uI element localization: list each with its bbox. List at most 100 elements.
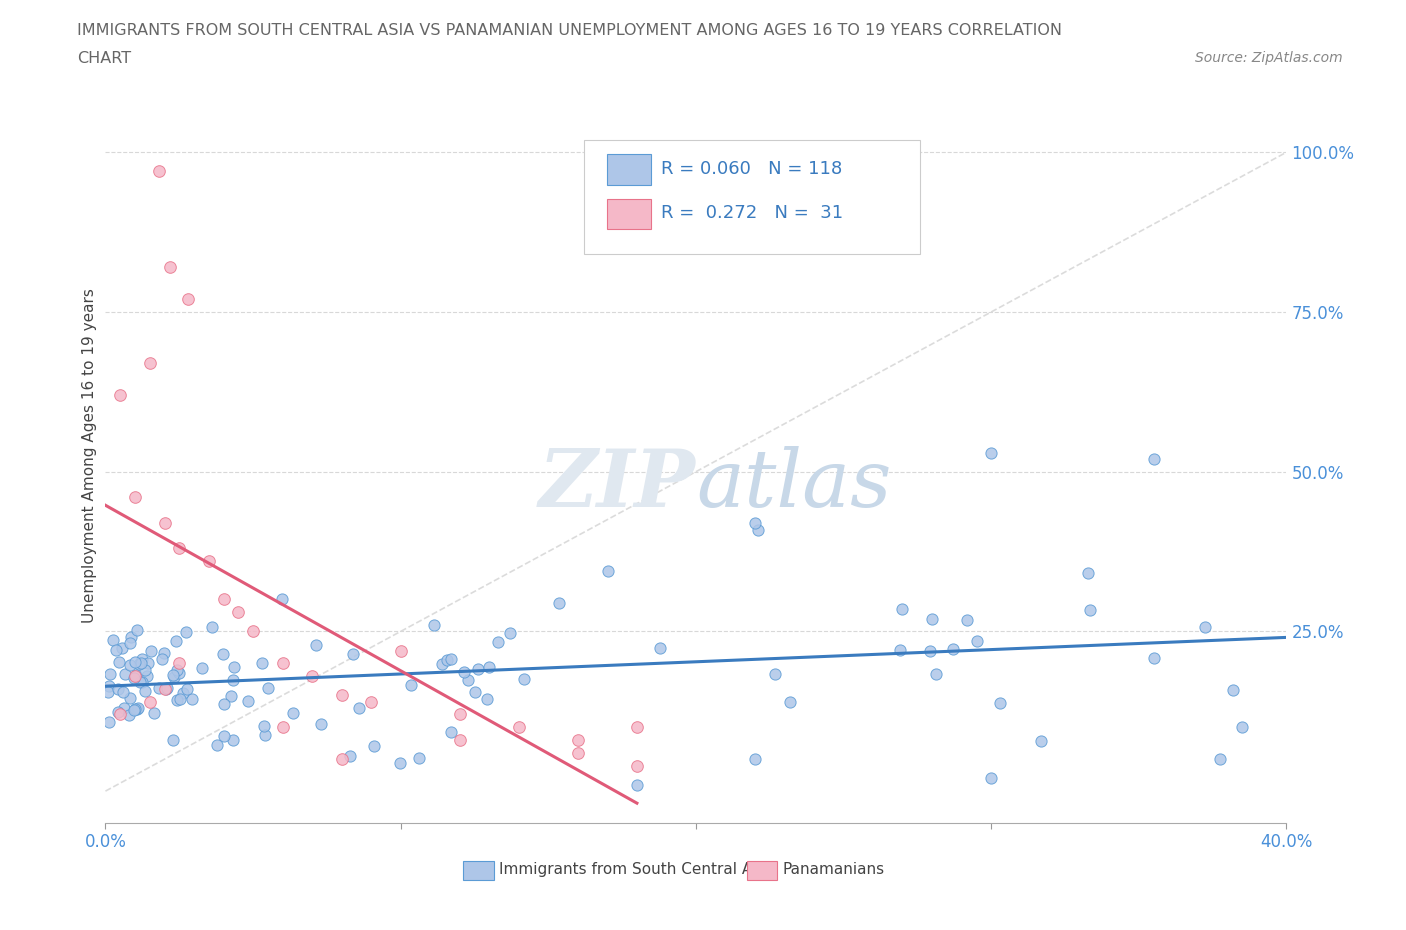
Point: [162, 733, 184, 748]
Point: [120, 635, 142, 650]
Point: [988, 696, 1011, 711]
Point: [124, 669, 146, 684]
Point: [626, 758, 648, 773]
Point: [214, 697, 236, 711]
Point: [153, 645, 176, 660]
Point: [921, 611, 943, 626]
Point: [779, 695, 801, 710]
Point: [1077, 565, 1099, 580]
Point: [191, 660, 214, 675]
Point: [166, 693, 188, 708]
Point: [271, 592, 294, 607]
Point: [889, 643, 911, 658]
Point: [98, 667, 121, 682]
Point: [120, 630, 142, 644]
Point: [118, 691, 141, 706]
Point: [212, 646, 235, 661]
Point: [253, 727, 276, 742]
Point: [363, 738, 385, 753]
Point: [107, 705, 129, 720]
Point: [305, 637, 328, 652]
Point: [1143, 651, 1166, 666]
Point: [449, 707, 471, 722]
Point: [1222, 683, 1244, 698]
Point: [107, 682, 129, 697]
Point: [167, 665, 190, 680]
Point: [242, 624, 264, 639]
Point: [1209, 751, 1232, 766]
Point: [212, 728, 235, 743]
Point: [114, 667, 136, 682]
Point: [110, 707, 132, 722]
Point: [744, 515, 766, 530]
Point: [626, 777, 648, 792]
Point: [98, 678, 121, 693]
Point: [148, 164, 170, 179]
Point: [596, 564, 619, 578]
Point: [342, 647, 364, 662]
Point: [1232, 720, 1254, 735]
Point: [159, 259, 181, 274]
FancyBboxPatch shape: [607, 154, 651, 185]
Point: [747, 523, 769, 538]
Point: [166, 662, 188, 677]
Point: [440, 652, 463, 667]
Point: [349, 700, 371, 715]
Text: atlas: atlas: [696, 446, 891, 524]
FancyBboxPatch shape: [747, 860, 778, 880]
Point: [467, 662, 489, 677]
Point: [136, 656, 159, 671]
Point: [253, 719, 276, 734]
Point: [181, 691, 204, 706]
Point: [430, 657, 453, 671]
Point: [98, 714, 121, 729]
Point: [165, 633, 187, 648]
Point: [389, 756, 412, 771]
Point: [108, 655, 131, 670]
Point: [360, 694, 382, 709]
Point: [131, 651, 153, 666]
Point: [250, 656, 273, 671]
Point: [222, 673, 245, 688]
Point: [330, 751, 353, 766]
Point: [744, 751, 766, 766]
Text: Panamanians: Panamanians: [782, 862, 884, 877]
Point: [138, 355, 162, 370]
Point: [169, 656, 191, 671]
Point: [162, 668, 184, 683]
Point: [118, 658, 141, 672]
Point: [224, 659, 246, 674]
Point: [131, 674, 153, 689]
Point: [499, 626, 522, 641]
Point: [925, 667, 948, 682]
Point: [513, 671, 536, 686]
Point: [257, 681, 280, 696]
Point: [221, 689, 243, 704]
Point: [1031, 734, 1053, 749]
Point: [271, 720, 294, 735]
Point: [301, 669, 323, 684]
Point: [228, 604, 250, 619]
Point: [212, 592, 235, 607]
Point: [176, 682, 198, 697]
Point: [131, 656, 153, 671]
Point: [139, 644, 162, 658]
Point: [97, 685, 120, 700]
Point: [127, 701, 149, 716]
Point: [401, 677, 423, 692]
Y-axis label: Unemployment Among Ages 16 to 19 years: Unemployment Among Ages 16 to 19 years: [82, 288, 97, 623]
Point: [177, 292, 200, 307]
Point: [153, 515, 176, 530]
Point: [980, 771, 1002, 786]
Point: [222, 733, 245, 748]
Point: [201, 619, 224, 634]
Point: [128, 657, 150, 671]
Point: [330, 688, 353, 703]
Point: [155, 682, 177, 697]
Point: [236, 694, 259, 709]
Point: [508, 720, 530, 735]
Point: [125, 668, 148, 683]
Text: IMMIGRANTS FROM SOUTH CENTRAL ASIA VS PANAMANIAN UNEMPLOYMENT AMONG AGES 16 TO 1: IMMIGRANTS FROM SOUTH CENTRAL ASIA VS PA…: [77, 23, 1063, 38]
Point: [169, 692, 191, 707]
Point: [135, 669, 157, 684]
